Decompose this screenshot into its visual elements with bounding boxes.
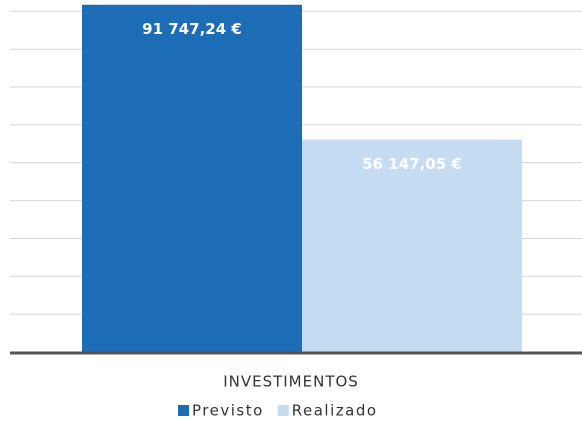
data-label: 91 747,24 € bbox=[142, 20, 242, 38]
bar bbox=[82, 4, 302, 352]
legend-swatch bbox=[277, 405, 289, 416]
data-label: 56 147,05 € bbox=[362, 155, 462, 173]
x-tick-label: INVESTIMENTOS bbox=[223, 373, 359, 391]
legend-label: Realizado bbox=[292, 402, 378, 420]
bar bbox=[302, 139, 522, 352]
legend-swatch bbox=[178, 405, 189, 416]
legend-label: Previsto bbox=[192, 402, 264, 420]
